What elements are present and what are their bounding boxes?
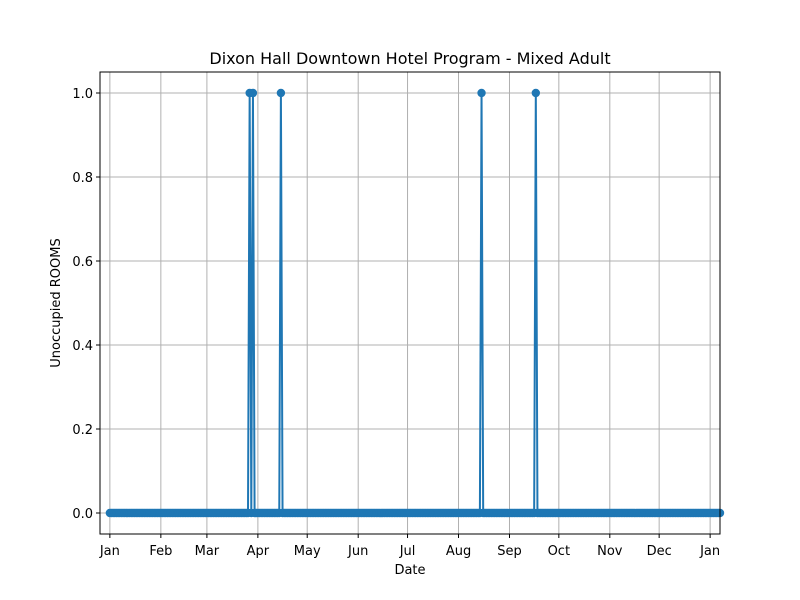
y-axis-label: Unoccupied ROOMS — [49, 238, 64, 367]
x-tick-label: Oct — [548, 544, 570, 559]
data-series — [105, 88, 725, 518]
x-tick-label: Jul — [399, 544, 416, 559]
y-axis-ticks: 0.0 0.2 0.4 0.6 0.8 1.0 — [72, 87, 100, 522]
data-point — [276, 88, 286, 98]
x-tick-label: Jan — [699, 544, 720, 559]
y-tick-label: 0.6 — [72, 255, 93, 270]
data-point — [477, 88, 486, 98]
x-axis-ticks: Jan Feb Mar Apr May Jun Jul Aug Sep Oct Nov Dec Jan — [99, 534, 720, 559]
x-tick-label: Sep — [497, 544, 522, 559]
x-tick-label: Nov — [597, 544, 623, 559]
x-tick-label: Aug — [446, 544, 471, 559]
x-tick-label: May — [294, 544, 321, 559]
y-tick-label: 0.0 — [72, 507, 93, 522]
plot-frame — [99, 71, 721, 535]
y-tick-label: 1.0 — [72, 87, 93, 102]
x-tick-label: Apr — [247, 544, 270, 559]
y-tick-label: 0.2 — [72, 423, 93, 438]
chart-title: Dixon Hall Downtown Hotel Program - Mixe… — [209, 49, 610, 68]
x-tick-label: Dec — [647, 544, 672, 559]
y-tick-label: 0.4 — [72, 339, 93, 354]
x-tick-label: Mar — [195, 544, 220, 559]
x-tick-label: Feb — [149, 544, 172, 559]
x-axis-label: Date — [394, 563, 425, 578]
data-point — [248, 88, 258, 98]
y-tick-label: 0.8 — [72, 171, 93, 186]
x-tick-label: Jan — [99, 544, 120, 559]
data-point — [531, 88, 541, 98]
x-tick-label: Jun — [347, 544, 368, 559]
